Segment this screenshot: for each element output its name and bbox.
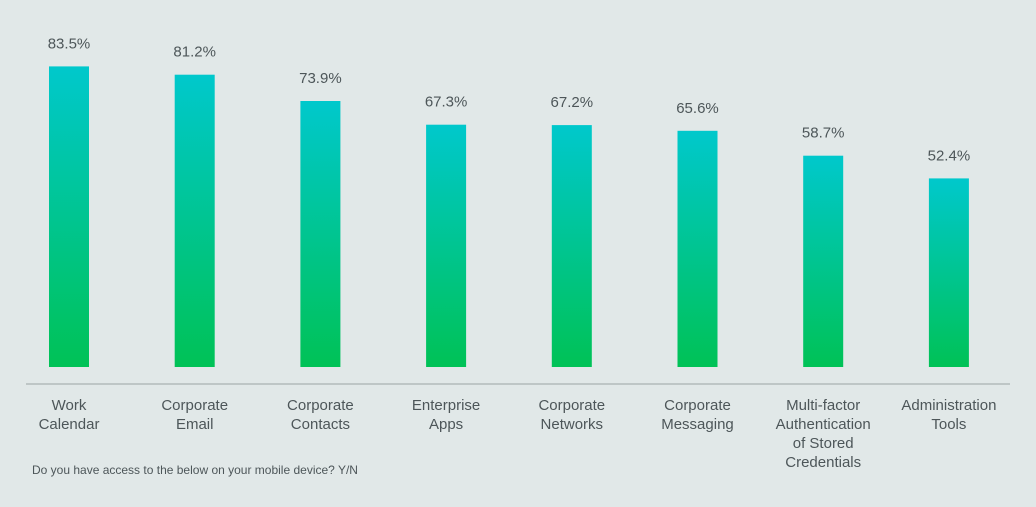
bar-value-label: 81.2% xyxy=(173,44,216,61)
bar-value-label: 73.9% xyxy=(299,70,342,87)
category-tick-label: Multi-factor Authentication of Stored Crede… xyxy=(776,397,871,471)
bar xyxy=(677,130,718,367)
category-tick-label: Administration Tools xyxy=(901,397,996,433)
bar-value-label: 65.6% xyxy=(676,100,719,117)
bar-value-label: 52.4% xyxy=(928,147,971,164)
bar-value-label: 58.7% xyxy=(802,125,845,142)
bar-value-label: 67.2% xyxy=(551,94,594,111)
bars xyxy=(49,66,969,368)
bar xyxy=(426,124,467,367)
category-tick-label: Corporate Networks xyxy=(538,397,605,433)
bar-value-label: 83.5% xyxy=(48,35,91,52)
category-labels: Work Calendar Corporate Email Corporate Conta… xyxy=(39,397,997,471)
category-tick-label: Corporate Email xyxy=(161,397,228,433)
category-tick-label: Enterprise Apps xyxy=(412,397,480,433)
category-tick-label: Work Calendar xyxy=(39,397,100,433)
category-tick-label: Corporate Messaging xyxy=(661,397,734,433)
bar xyxy=(551,125,592,367)
value-labels: 83.5% 81.2% 73.9% 67.3% 67.2% 65.6% 58.7% 52.4% xyxy=(48,35,970,164)
bar xyxy=(300,101,341,367)
bar xyxy=(928,178,969,367)
bar-value-label: 67.3% xyxy=(425,94,468,111)
bar xyxy=(49,66,89,368)
category-tick-label: Corporate Contacts xyxy=(287,397,354,433)
bar xyxy=(174,74,215,367)
chart-caption: Do you have access to the below on your … xyxy=(32,463,358,477)
bar xyxy=(803,155,844,367)
